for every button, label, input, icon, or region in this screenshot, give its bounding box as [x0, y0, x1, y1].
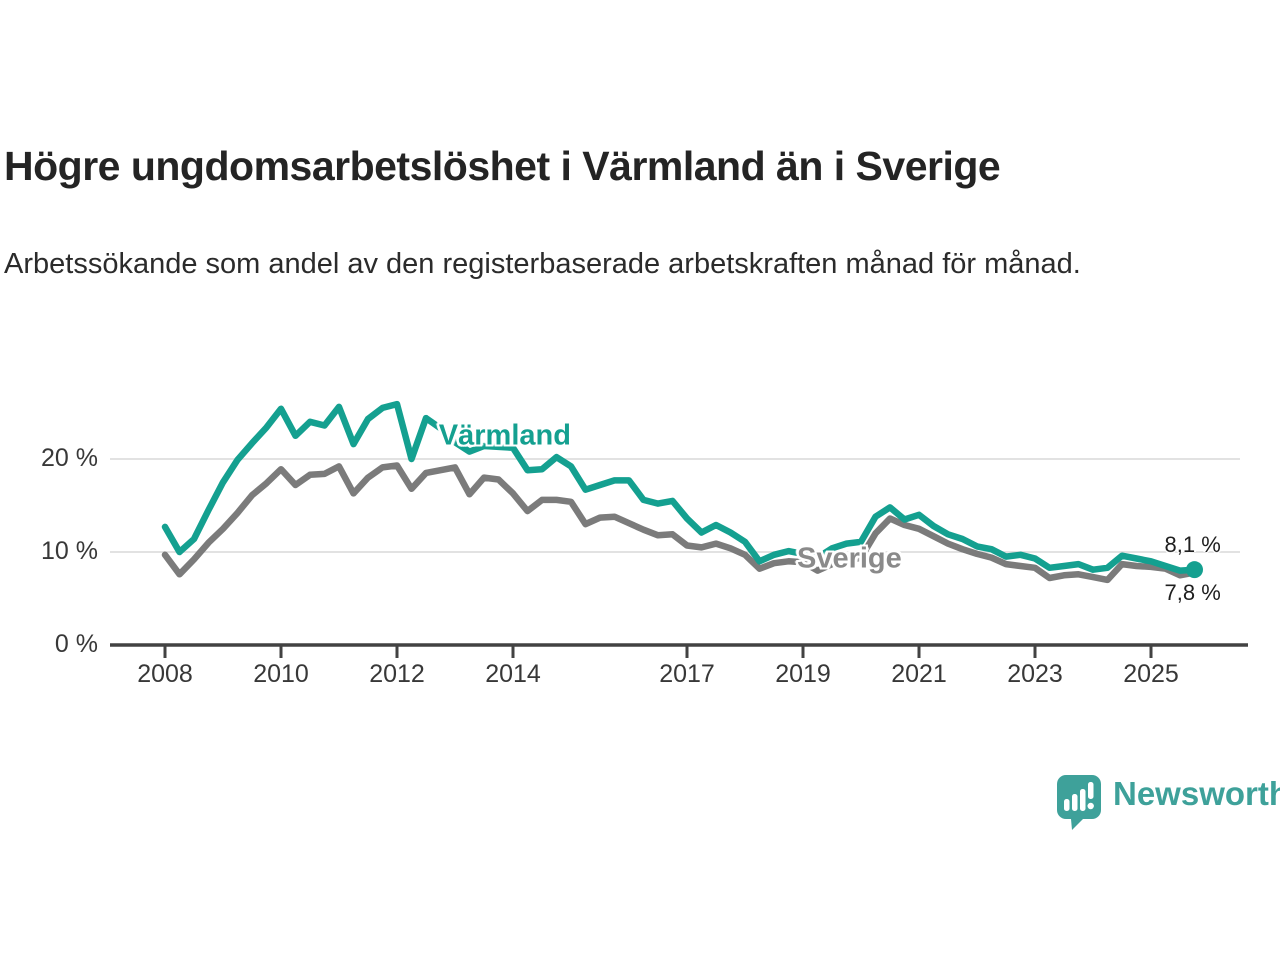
series-endpoint-dot-värmland — [1186, 561, 1203, 579]
newsworthy-logo-icon — [1055, 773, 1103, 836]
brand-footer: Newsworthy — [1055, 773, 1280, 836]
series-line-sverige — [161, 462, 1198, 584]
brand-name: Newsworthy — [1113, 775, 1280, 812]
page-title: Högre ungdomsarbetslöshet i Värmland än … — [4, 143, 1001, 189]
chart-subtitle: Arbetssökande som andel av den registerb… — [4, 248, 1081, 280]
series-line-värmland — [161, 400, 1198, 574]
